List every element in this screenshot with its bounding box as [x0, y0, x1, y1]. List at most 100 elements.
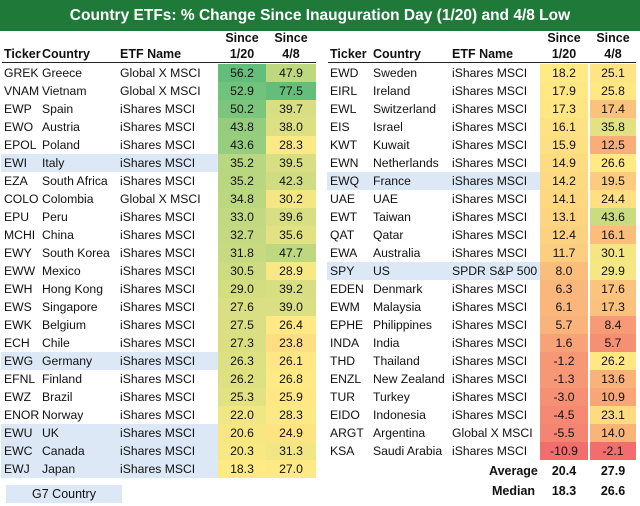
since-1-20-cell: -4.5 [540, 406, 588, 424]
since-4-8-cell: -2.1 [590, 442, 636, 460]
table-row: UAE UAE iShares MSCI 14.1 24.4 [0, 190, 640, 208]
since-1-20-cell: 32.7 [218, 226, 266, 244]
table-row: EWP Spain iShares MSCI 50.2 39.7 [0, 100, 640, 118]
etf-name-cell: iShares MSCI [452, 408, 528, 422]
g7-highlight [1, 460, 218, 478]
header-since-4-8-top: Since [274, 31, 308, 45]
table-row: EDEN Denmark iShares MSCI 6.3 17.6 [0, 280, 640, 298]
header-divider [328, 62, 636, 63]
etf-name-cell: iShares MSCI [452, 318, 528, 332]
country-cell: Saudi Arabia [373, 444, 443, 458]
since-1-20-cell: 43.8 [218, 118, 266, 136]
country-cell: Hong Kong [42, 282, 103, 296]
ticker-cell: EPOL [4, 138, 37, 152]
etf-name-cell: iShares MSCI [452, 156, 528, 170]
since-4-8-cell: 26.1 [266, 352, 316, 370]
table-row: EIRL Ireland iShares MSCI 17.9 25.8 [0, 82, 640, 100]
ticker-cell: EWP [4, 102, 32, 116]
since-4-8-cell: 17.6 [590, 280, 636, 298]
table-row: KSA Saudi Arabia iShares MSCI -10.9 -2.1 [0, 442, 640, 460]
g7-highlight [1, 442, 218, 460]
ticker-cell: THD [330, 354, 356, 368]
ticker-cell: EWH [4, 282, 33, 296]
etf-name-cell: iShares MSCI [120, 138, 196, 152]
since-1-20-cell: 14.9 [540, 154, 588, 172]
since-4-8-cell: 30.1 [590, 244, 636, 262]
country-cell: UAE [373, 192, 399, 206]
table-row: EWK Belgium iShares MSCI 27.5 26.4 [0, 316, 640, 334]
average-1-20: 20.4 [551, 464, 577, 478]
ticker-cell: EWI [4, 156, 28, 170]
ticker-cell: EWM [330, 300, 360, 314]
table-row: EZA South Africa iShares MSCI 35.2 42.3 [0, 172, 640, 190]
country-cell: Australia [373, 246, 421, 260]
country-cell: Turkey [373, 390, 410, 404]
table-row: EWS Singapore iShares MSCI 27.6 39.0 [0, 298, 640, 316]
since-4-8-cell: 43.6 [590, 208, 636, 226]
table-row: ENZL New Zealand iShares MSCI -1.3 13.6 [0, 370, 640, 388]
table-row: EWW Mexico iShares MSCI 30.5 28.9 [0, 262, 640, 280]
since-4-8-cell: 12.5 [590, 136, 636, 154]
since-4-8-cell: 17.4 [590, 100, 636, 118]
table-row: EWU UK iShares MSCI 20.6 24.9 [0, 424, 640, 442]
since-4-8-cell: 14.0 [590, 424, 636, 442]
since-4-8-cell: 25.1 [590, 64, 636, 82]
table-row: EWO Austria iShares MSCI 43.8 38.0 [0, 118, 640, 136]
header-since-4-8-top: Since [596, 31, 630, 45]
since-1-20-cell: -10.9 [540, 442, 588, 460]
since-1-20-cell: 31.8 [218, 244, 266, 262]
table-row: EIS Israel iShares MSCI 16.1 35.8 [0, 118, 640, 136]
table-row: MCHI China iShares MSCI 32.7 35.6 [0, 226, 640, 244]
ticker-cell: EWT [330, 210, 358, 224]
country-cell: Brazil [42, 390, 73, 404]
country-cell: Malaysia [373, 300, 422, 314]
table-row: EWQ France iShares MSCI 14.2 19.5 [0, 172, 640, 190]
since-4-8-cell: 47.7 [266, 244, 316, 262]
table-row: ENOR Norway iShares MSCI 22.0 28.3 [0, 406, 640, 424]
country-cell: Denmark [373, 282, 423, 296]
since-1-20-cell: 14.2 [540, 172, 588, 190]
since-1-20-cell: 6.3 [540, 280, 588, 298]
ticker-cell: EIDO [330, 408, 360, 422]
etf-name-cell: iShares MSCI [120, 372, 196, 386]
ticker-cell: EWL [330, 102, 357, 116]
since-1-20-cell: 43.6 [218, 136, 266, 154]
since-1-20-cell: 27.5 [218, 316, 266, 334]
etf-name-cell: Global X MSCI [452, 426, 533, 440]
since-1-20-cell: 15.9 [540, 136, 588, 154]
table-row: EWT Taiwan iShares MSCI 13.1 43.6 [0, 208, 640, 226]
g7-highlight [327, 172, 540, 190]
ticker-cell: EWO [4, 120, 34, 134]
country-cell: Austria [42, 120, 80, 134]
ticker-cell: EZA [4, 174, 28, 188]
table-row: ECH Chile iShares MSCI 27.3 23.8 [0, 334, 640, 352]
ticker-cell: EWY [4, 246, 32, 260]
etf-name-cell: iShares MSCI [120, 264, 196, 278]
country-cell: Finland [42, 372, 82, 386]
since-1-20-cell: 26.3 [218, 352, 266, 370]
table-row: EWI Italy iShares MSCI 35.2 39.5 [0, 154, 640, 172]
median-4-8: 26.6 [600, 484, 626, 498]
country-cell: Chile [42, 336, 70, 350]
country-cell: Taiwan [373, 210, 411, 224]
table-row: EFNL Finland iShares MSCI 26.2 26.8 [0, 370, 640, 388]
header-country: Country [42, 47, 90, 61]
country-cell: France [373, 174, 411, 188]
table-row: TUR Turkey iShares MSCI -3.0 10.9 [0, 388, 640, 406]
country-cell: Colombia [42, 192, 94, 206]
ticker-cell: EWN [330, 156, 359, 170]
table-row: INDA India iShares MSCI 1.6 5.7 [0, 334, 640, 352]
since-1-20-cell: -1.2 [540, 352, 588, 370]
country-cell: Japan [42, 462, 76, 476]
etf-name-cell: iShares MSCI [452, 138, 528, 152]
table-row: EWC Canada iShares MSCI 20.3 31.3 [0, 442, 640, 460]
table-row: EWN Netherlands iShares MSCI 14.9 26.6 [0, 154, 640, 172]
etf-name-cell: iShares MSCI [120, 300, 196, 314]
header-ticker: Ticker [330, 47, 367, 61]
country-cell: Italy [42, 156, 65, 170]
since-1-20-cell: 11.7 [540, 244, 588, 262]
since-1-20-cell: 30.5 [218, 262, 266, 280]
since-4-8-cell: 29.9 [590, 262, 636, 280]
since-1-20-cell: 5.7 [540, 316, 588, 334]
since-1-20-cell: 33.0 [218, 208, 266, 226]
